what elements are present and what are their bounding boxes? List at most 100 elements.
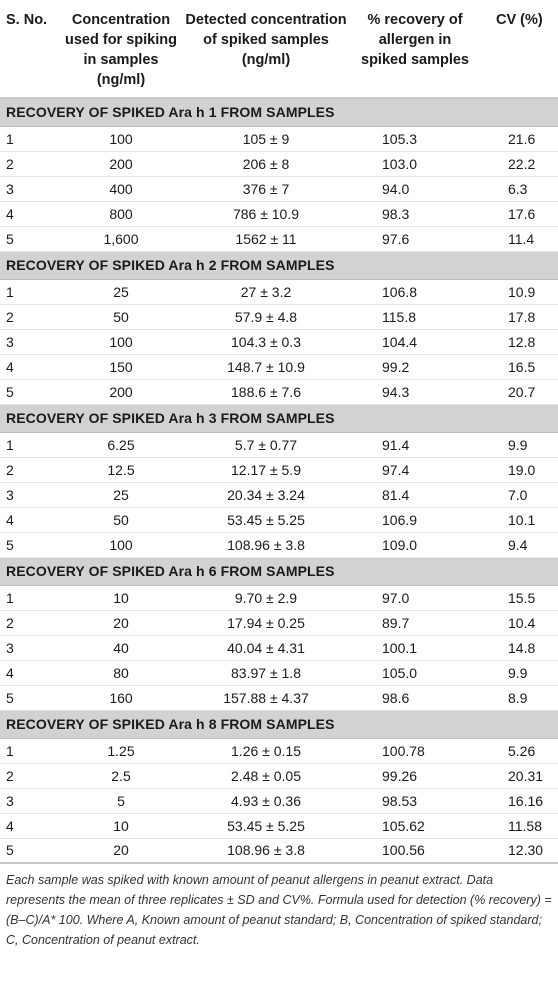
cell-concentration: 150 [62,354,180,380]
table-row: 1 1.25 1.26 ± 0.15 100.78 5.26 [0,738,558,764]
section-title: RECOVERY OF SPIKED Ara h 6 FROM SAMPLES [0,556,558,586]
cell-sno: 5 [0,532,62,558]
table-row: 4 150 148.7 ± 10.9 99.2 16.5 [0,354,558,380]
cell-cv: 16.5 [478,354,558,380]
cell-cv: 10.9 [478,279,558,305]
cell-detected: 148.7 ± 10.9 [180,354,352,380]
table-row: 2 200 206 ± 8 103.0 22.2 [0,151,558,177]
table-row: 2 20 17.94 ± 0.25 89.7 10.4 [0,610,558,636]
cell-sno: 3 [0,329,62,355]
cell-sno: 1 [0,126,62,152]
cell-recovery: 98.53 [352,788,478,814]
cell-concentration: 10 [62,813,180,839]
cell-cv: 11.58 [478,813,558,839]
cell-concentration: 200 [62,379,180,405]
cell-cv: 9.9 [478,660,558,686]
table-row: 5 1,600 1562 ± 11 97.6 11.4 [0,226,558,252]
cell-recovery: 81.4 [352,482,478,508]
cell-sno: 3 [0,482,62,508]
table-row: 3 400 376 ± 7 94.0 6.3 [0,176,558,202]
cell-recovery: 105.3 [352,126,478,152]
section-title: RECOVERY OF SPIKED Ara h 8 FROM SAMPLES [0,709,558,739]
cell-sno: 1 [0,738,62,764]
cell-detected: 104.3 ± 0.3 [180,329,352,355]
cell-cv: 6.3 [478,176,558,202]
table-row: 1 100 105 ± 9 105.3 21.6 [0,126,558,152]
cell-recovery: 99.26 [352,763,478,789]
header-concentration: Concentration used for spiking in sample… [62,0,180,99]
table-row: 1 6.25 5.7 ± 0.77 91.4 9.9 [0,432,558,458]
cell-concentration: 50 [62,304,180,330]
header-sno: S. No. [0,0,62,99]
cell-detected: 376 ± 7 [180,176,352,202]
cell-concentration: 80 [62,660,180,686]
cell-cv: 9.4 [478,532,558,558]
header-row: S. No. Concentration used for spiking in… [0,0,558,99]
cell-sno: 2 [0,610,62,636]
cell-detected: 40.04 ± 4.31 [180,635,352,661]
cell-recovery: 100.78 [352,738,478,764]
table-row: 1 25 27 ± 3.2 106.8 10.9 [0,279,558,305]
cell-sno: 4 [0,354,62,380]
cell-concentration: 6.25 [62,432,180,458]
cell-concentration: 5 [62,788,180,814]
cell-detected: 12.17 ± 5.9 [180,457,352,483]
cell-concentration: 1,600 [62,226,180,252]
cell-cv: 20.7 [478,379,558,405]
table-row: 3 40 40.04 ± 4.31 100.1 14.8 [0,635,558,661]
table-row: 5 100 108.96 ± 3.8 109.0 9.4 [0,532,558,558]
recovery-table: S. No. Concentration used for spiking in… [0,0,558,864]
cell-detected: 57.9 ± 4.8 [180,304,352,330]
cell-concentration: 800 [62,201,180,227]
cell-detected: 20.34 ± 3.24 [180,482,352,508]
cell-detected: 105 ± 9 [180,126,352,152]
cell-detected: 27 ± 3.2 [180,279,352,305]
cell-cv: 19.0 [478,457,558,483]
table-row: 5 160 157.88 ± 4.37 98.6 8.9 [0,685,558,711]
cell-recovery: 104.4 [352,329,478,355]
table-row: 3 100 104.3 ± 0.3 104.4 12.8 [0,329,558,355]
cell-detected: 83.97 ± 1.8 [180,660,352,686]
cell-sno: 4 [0,813,62,839]
cell-concentration: 400 [62,176,180,202]
cell-recovery: 100.1 [352,635,478,661]
cell-sno: 2 [0,304,62,330]
cell-concentration: 200 [62,151,180,177]
cell-cv: 14.8 [478,635,558,661]
cell-detected: 157.88 ± 4.37 [180,685,352,711]
cell-recovery: 91.4 [352,432,478,458]
cell-concentration: 20 [62,610,180,636]
cell-detected: 4.93 ± 0.36 [180,788,352,814]
cell-recovery: 89.7 [352,610,478,636]
cell-detected: 2.48 ± 0.05 [180,763,352,789]
header-recovery: % recovery of allergen in spiked samples [352,0,478,99]
cell-recovery: 97.0 [352,585,478,611]
cell-cv: 11.4 [478,226,558,252]
cell-concentration: 20 [62,838,180,864]
cell-recovery: 106.8 [352,279,478,305]
cell-concentration: 40 [62,635,180,661]
cell-cv: 15.5 [478,585,558,611]
cell-concentration: 2.5 [62,763,180,789]
table-row: 4 800 786 ± 10.9 98.3 17.6 [0,201,558,227]
cell-concentration: 10 [62,585,180,611]
section-header-row: RECOVERY OF SPIKED Ara h 6 FROM SAMPLES [0,556,558,586]
header-cv: CV (%) [478,0,558,99]
cell-sno: 5 [0,685,62,711]
cell-detected: 206 ± 8 [180,151,352,177]
table-header: S. No. Concentration used for spiking in… [0,0,558,99]
cell-recovery: 97.4 [352,457,478,483]
cell-detected: 17.94 ± 0.25 [180,610,352,636]
cell-recovery: 109.0 [352,532,478,558]
cell-sno: 4 [0,660,62,686]
cell-cv: 21.6 [478,126,558,152]
table-row: 2 2.5 2.48 ± 0.05 99.26 20.31 [0,763,558,789]
table-row: 4 10 53.45 ± 5.25 105.62 11.58 [0,813,558,839]
cell-sno: 2 [0,763,62,789]
cell-concentration: 100 [62,329,180,355]
table-row: 5 20 108.96 ± 3.8 100.56 12.30 [0,838,558,864]
cell-sno: 3 [0,176,62,202]
cell-sno: 5 [0,838,62,864]
cell-concentration: 160 [62,685,180,711]
cell-recovery: 103.0 [352,151,478,177]
